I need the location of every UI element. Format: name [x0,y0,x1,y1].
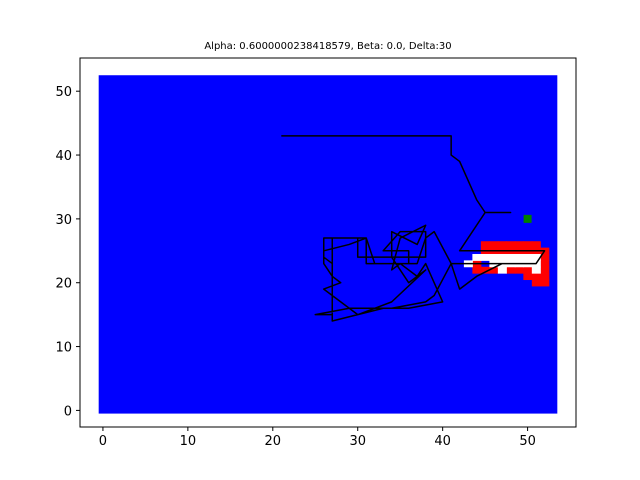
goal-marker [523,214,532,223]
x-tick-label: 0 [99,434,107,449]
plot-area [98,75,558,414]
x-tick-label: 50 [519,434,536,449]
obstacle-cell [523,266,533,274]
obstacle-cell [514,241,524,249]
obstacle-cell [514,266,524,274]
obstacle-cell [497,241,507,249]
obstacle-cell [480,241,490,249]
y-tick-label: 30 [55,213,72,228]
obstacle-cell [489,241,499,249]
obstacle-cell [506,266,516,274]
obstacle-cell [480,266,490,274]
free-cell [514,253,524,261]
free-cell [523,253,533,261]
x-tick-label: 30 [349,434,366,449]
obstacle-cell [531,273,541,281]
obstacle-cell [472,266,482,274]
free-cell [489,253,499,261]
free-cell [480,253,490,261]
free-cell [497,253,507,261]
free-cell [472,253,482,261]
obstacle-cell [531,279,541,287]
obstacle-cell [531,241,541,249]
free-cell [531,253,541,261]
y-tick-label: 10 [55,341,72,356]
x-tick-label: 40 [434,434,451,449]
axes-frame [79,57,577,428]
obstacle-cell [523,241,533,249]
x-tick-label: 20 [265,434,282,449]
obstacle-cell [506,241,516,249]
obstacle-cell [523,273,533,281]
obstacle-cell [540,273,550,281]
y-tick-label: 0 [64,404,72,419]
free-cell [531,266,541,274]
obstacle-cell [540,253,550,261]
axes: 0 10 20 30 40 50 0 10 20 30 40 50 [55,57,577,449]
obstacle-cell [540,266,550,274]
y-tick-label: 50 [55,85,72,100]
obstacle-cell [489,266,499,274]
free-cell [506,253,516,261]
chart-title: Alpha: 0.6000000238418579, Beta: 0.0, De… [204,41,451,52]
y-tick-label: 20 [55,277,72,292]
path-line [281,135,546,322]
x-tick-label: 10 [180,434,197,449]
obstacle-cell [540,279,550,287]
free-cell [497,266,507,274]
obstacle-cell [540,260,550,268]
y-tick-label: 40 [55,149,72,164]
